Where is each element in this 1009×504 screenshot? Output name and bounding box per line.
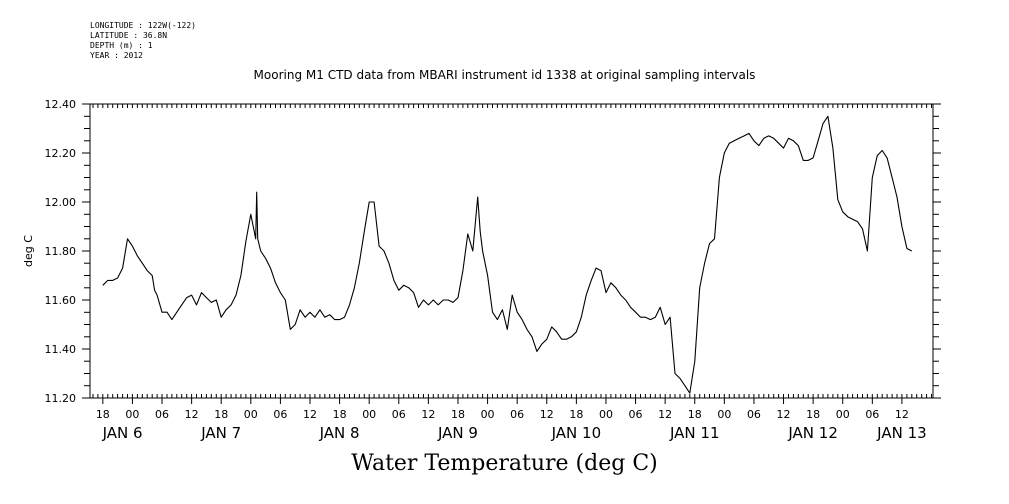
x-day-label: JAN 12 bbox=[787, 424, 838, 442]
x-tick-label: 12 bbox=[895, 408, 909, 421]
x-day-label: JAN 9 bbox=[437, 424, 478, 442]
x-tick-label: 12 bbox=[303, 408, 317, 421]
tick-layer bbox=[82, 103, 941, 404]
axis-labels: 18 00 06 12 18 00 06 12 18 00 06 12 18 00 06 12 18 00 06 12… bbox=[45, 98, 927, 442]
x-tick-label: 18 bbox=[806, 408, 820, 421]
x-tick-label: 00 bbox=[481, 408, 495, 421]
y-tick-label: 12.40 bbox=[45, 98, 77, 111]
x-day-label: JAN 6 bbox=[102, 424, 143, 442]
chart-title: Mooring M1 CTD data from MBARI instrumen… bbox=[253, 68, 756, 82]
metadata-depth: DEPTH (m) : 1 bbox=[90, 41, 153, 50]
x-tick-label: 12 bbox=[421, 408, 435, 421]
x-tick-label: 00 bbox=[244, 408, 258, 421]
x-tick-label: 06 bbox=[273, 408, 287, 421]
y-tick-label: 11.80 bbox=[45, 245, 77, 258]
x-day-label: JAN 8 bbox=[319, 424, 360, 442]
x-tick-label: 18 bbox=[214, 408, 228, 421]
x-tick-label: 00 bbox=[599, 408, 613, 421]
x-tick-label: 18 bbox=[451, 408, 465, 421]
series-layer bbox=[102, 115, 913, 394]
x-tick-label: 12 bbox=[540, 408, 554, 421]
x-tick-label: 06 bbox=[747, 408, 761, 421]
x-tick-label: 18 bbox=[333, 408, 347, 421]
metadata-longitude: LONGITUDE : 122W(-122) bbox=[90, 21, 196, 30]
metadata-block: LONGITUDE : 122W(-122) LATITUDE : 36.8N … bbox=[90, 21, 196, 61]
metadata-latitude: LATITUDE : 36.8N bbox=[90, 31, 168, 40]
y-tick-label: 12.00 bbox=[45, 196, 77, 209]
x-tick-label: 18 bbox=[96, 408, 110, 421]
plot-frame bbox=[89, 103, 934, 399]
x-tick-label: 12 bbox=[185, 408, 199, 421]
y-axis-label: deg C bbox=[22, 235, 35, 267]
x-tick-label: 06 bbox=[629, 408, 643, 421]
x-day-label: JAN 11 bbox=[669, 424, 720, 442]
x-tick-label: 00 bbox=[836, 408, 850, 421]
x-tick-label: 12 bbox=[658, 408, 672, 421]
x-tick-label: 18 bbox=[569, 408, 583, 421]
x-tick-label: 06 bbox=[155, 408, 169, 421]
y-tick-label: 12.20 bbox=[45, 147, 77, 160]
x-tick-label: 06 bbox=[510, 408, 524, 421]
x-tick-label: 06 bbox=[865, 408, 879, 421]
x-day-label: JAN 7 bbox=[200, 424, 241, 442]
x-axis-title: Water Temperature (deg C) bbox=[351, 451, 658, 476]
series-line bbox=[102, 115, 913, 394]
x-tick-label: 06 bbox=[392, 408, 406, 421]
x-tick-label: 00 bbox=[125, 408, 139, 421]
x-tick-label: 12 bbox=[777, 408, 791, 421]
y-tick-label: 11.60 bbox=[45, 294, 77, 307]
x-tick-label: 00 bbox=[362, 408, 376, 421]
x-day-label: JAN 10 bbox=[551, 424, 602, 442]
metadata-year: YEAR : 2012 bbox=[90, 51, 143, 60]
x-day-label: JAN 13 bbox=[876, 424, 927, 442]
y-tick-label: 11.40 bbox=[45, 343, 77, 356]
y-tick-label: 11.20 bbox=[45, 392, 77, 405]
x-tick-label: 18 bbox=[688, 408, 702, 421]
x-tick-label: 00 bbox=[717, 408, 731, 421]
